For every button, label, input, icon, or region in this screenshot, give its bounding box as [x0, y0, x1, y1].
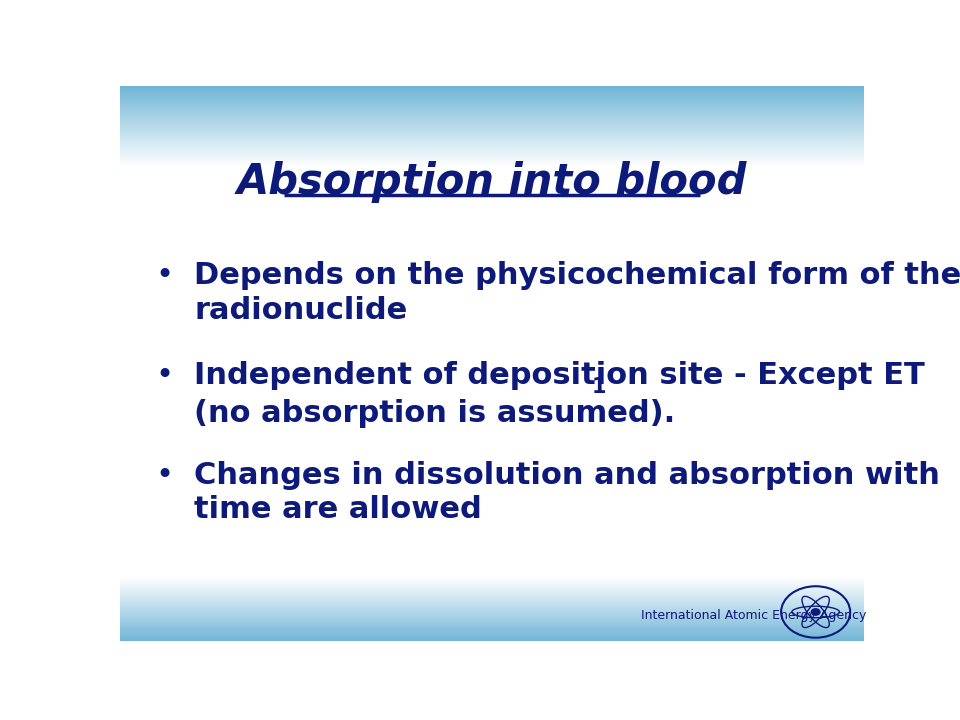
Text: Absorption into blood: Absorption into blood	[237, 161, 747, 203]
Text: Changes in dissolution and absorption with
time are allowed: Changes in dissolution and absorption wi…	[194, 461, 940, 524]
Text: 1: 1	[591, 377, 606, 397]
Text: International Atomic Energy Agency: International Atomic Energy Agency	[641, 609, 866, 622]
Circle shape	[811, 609, 820, 615]
Text: •: •	[156, 261, 174, 290]
Text: Independent of deposition site - Except ET: Independent of deposition site - Except …	[194, 361, 925, 390]
Text: •: •	[156, 461, 174, 490]
Text: Depends on the physicochemical form of the
radionuclide: Depends on the physicochemical form of t…	[194, 261, 960, 325]
Text: •: •	[156, 361, 174, 390]
Text: (no absorption is assumed).: (no absorption is assumed).	[194, 399, 676, 428]
